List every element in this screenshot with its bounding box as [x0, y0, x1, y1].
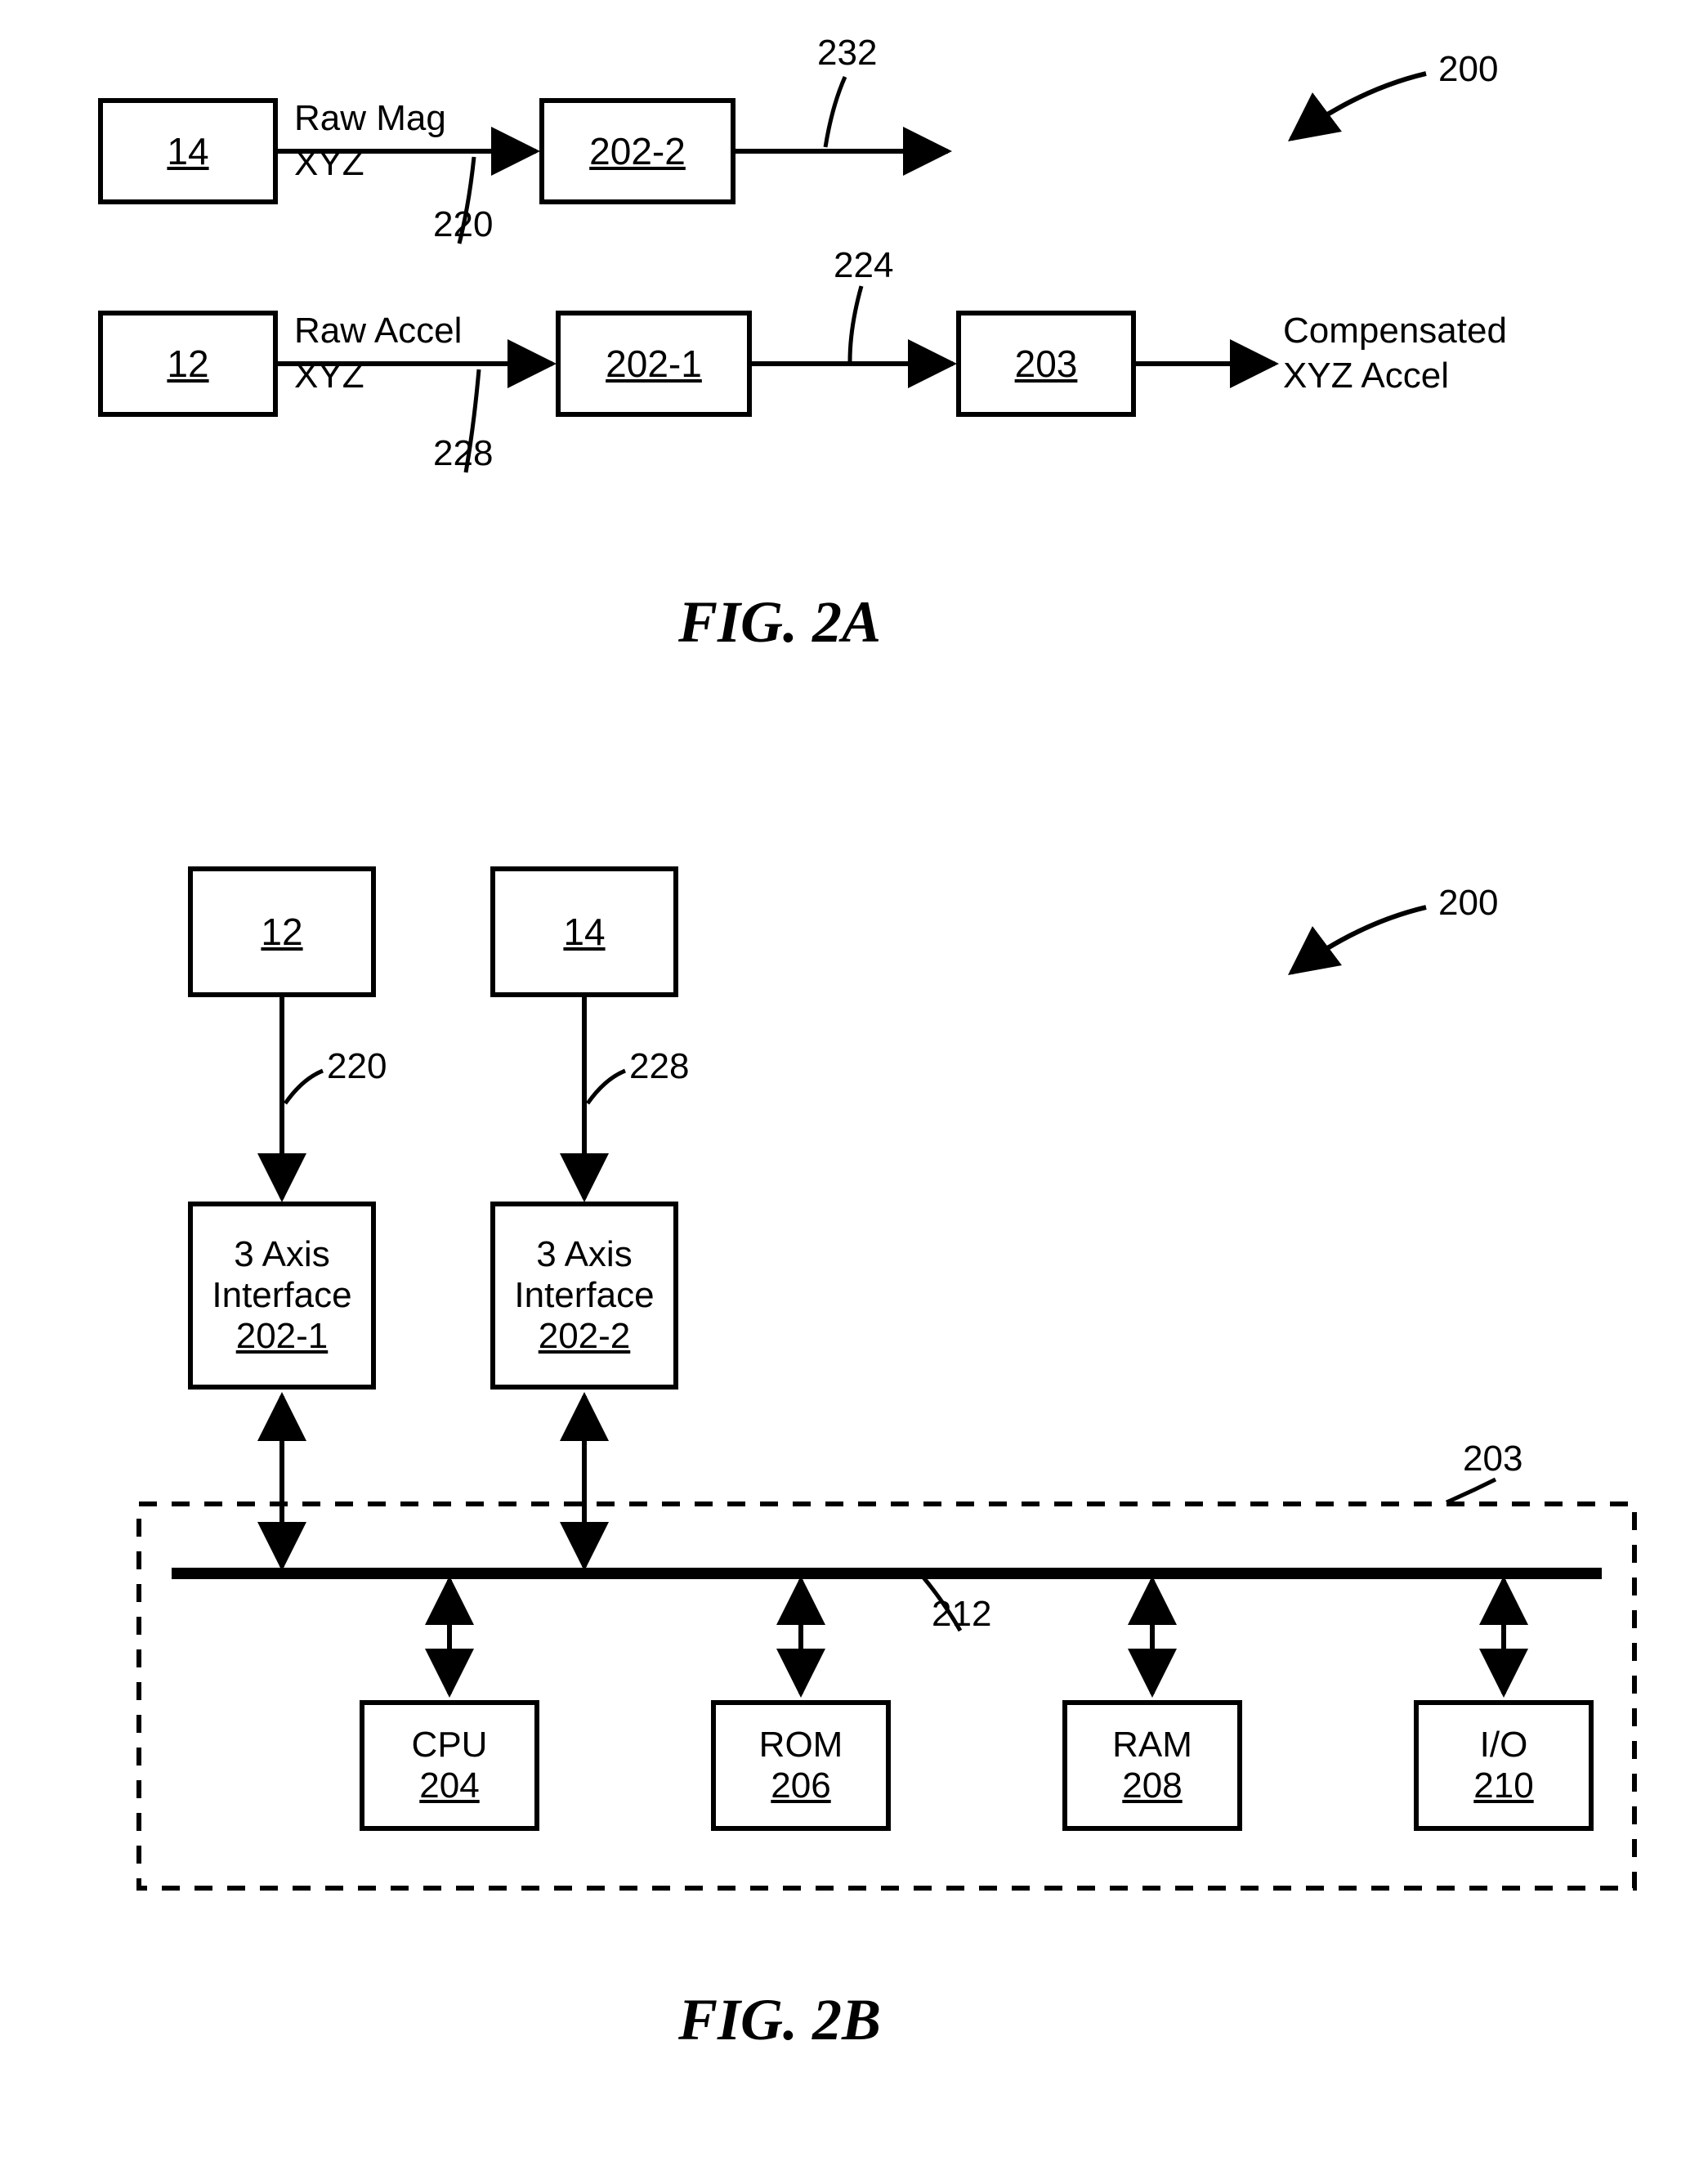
figB-callout-220: 220 [327, 1046, 387, 1088]
figB-cpu-ref: 204 [419, 1766, 479, 1806]
figB-interface-202-1: 3 Axis Interface 202-1 [188, 1202, 376, 1390]
figB-box-14-label: 14 [563, 910, 605, 954]
figB-rom-label: ROM [759, 1725, 843, 1766]
figA-box-202-2-label: 202-2 [589, 129, 686, 173]
figB-box-12-label: 12 [261, 910, 302, 954]
figA-title: FIG. 2A [678, 589, 881, 656]
figB-ram-label: RAM [1112, 1725, 1192, 1766]
figB-callout-203: 203 [1463, 1439, 1522, 1480]
figB-if2-line2: Interface [514, 1275, 654, 1316]
figA-box-202-2: 202-2 [539, 98, 736, 204]
figA-box-14-label: 14 [167, 129, 208, 173]
figB-if1-line2: Interface [212, 1275, 351, 1316]
figB-io-label: I/O [1480, 1725, 1528, 1766]
figB-ref-200: 200 [1438, 883, 1498, 924]
figA-box-203: 203 [956, 311, 1136, 417]
figB-io-ref: 210 [1473, 1766, 1533, 1806]
figB-interface-202-2: 3 Axis Interface 202-2 [490, 1202, 678, 1390]
figB-box-14: 14 [490, 866, 678, 997]
figA-rawmag-line2: XYZ [294, 143, 364, 185]
figA-box-12-label: 12 [167, 342, 208, 386]
figB-if1-line1: 3 Axis [234, 1234, 329, 1275]
figA-rawaccel-line2: XYZ [294, 356, 364, 397]
figA-ref-200: 200 [1438, 49, 1498, 91]
figA-rawaccel-line1: Raw Accel [294, 311, 462, 352]
figA-box-12: 12 [98, 311, 278, 417]
figB-box-12: 12 [188, 866, 376, 997]
figA-rawmag-line1: Raw Mag [294, 98, 446, 140]
figB-callout-228: 228 [629, 1046, 689, 1088]
figB-io-box: I/O 210 [1414, 1700, 1594, 1831]
page: 14 202-2 12 202-1 203 Raw Mag XYZ Raw Ac… [0, 0, 1708, 2175]
figB-if2-line1: 3 Axis [536, 1234, 632, 1275]
figB-callout-212: 212 [932, 1594, 991, 1636]
figA-callout-220: 220 [433, 204, 493, 246]
figA-callout-232: 232 [817, 33, 877, 74]
figA-box-202-1-label: 202-1 [606, 342, 702, 386]
figA-box-203-label: 203 [1015, 342, 1078, 386]
figA-callout-228: 228 [433, 433, 493, 475]
figA-output-line1: Compensated [1283, 311, 1507, 352]
figB-if2-ref: 202-2 [539, 1316, 631, 1357]
figA-box-202-1: 202-1 [556, 311, 752, 417]
figA-output-line2: XYZ Accel [1283, 356, 1449, 397]
figA-callout-224: 224 [834, 245, 893, 287]
figB-ram-box: RAM 208 [1062, 1700, 1242, 1831]
figB-title: FIG. 2B [678, 1986, 881, 2054]
figB-ram-ref: 208 [1122, 1766, 1182, 1806]
figB-if1-ref: 202-1 [236, 1316, 329, 1357]
figA-box-14: 14 [98, 98, 278, 204]
figB-cpu-box: CPU 204 [360, 1700, 539, 1831]
figB-rom-box: ROM 206 [711, 1700, 891, 1831]
figB-rom-ref: 206 [771, 1766, 830, 1806]
figB-cpu-label: CPU [412, 1725, 488, 1766]
